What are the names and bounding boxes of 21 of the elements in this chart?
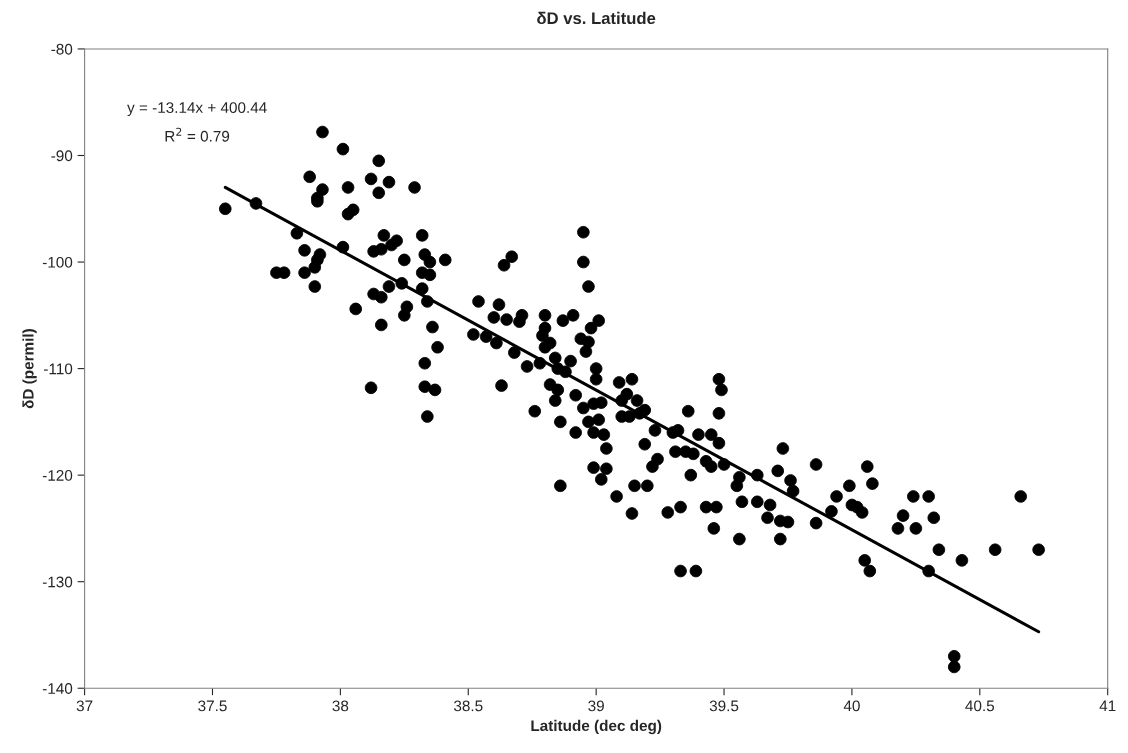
x-tick-label: 38.5	[453, 700, 483, 712]
x-tick-label: 37.5	[198, 700, 227, 712]
chart-title: δD vs. Latitude	[537, 11, 656, 25]
y-tick-label: -100	[42, 256, 73, 268]
x-tick-label: 37	[76, 700, 93, 712]
y-axis-title: δD (permil)	[22, 329, 37, 409]
annotation: R$^{2}$ = 0.79	[165, 127, 230, 142]
y-tick-label: -140	[42, 683, 73, 694]
annotation: y = -13.14x + 400.44	[127, 102, 267, 117]
x-tick-label: 40.5	[965, 700, 995, 712]
y-tick-label: -130	[42, 576, 73, 588]
y-tick-label: -110	[44, 363, 73, 375]
x-tick-label: 41	[1099, 700, 1116, 712]
y-tick-label: -120	[42, 470, 73, 481]
x-tick-label: 40	[843, 700, 860, 712]
x-tick-label: 39	[588, 700, 604, 712]
x-axis-title: Latitude (dec deg)	[531, 719, 662, 735]
y-tick-label: -90	[51, 150, 73, 162]
x-tick-label: 38	[332, 700, 349, 712]
x-tick-label: 39.5	[709, 700, 739, 712]
y-tick-label: -80	[51, 43, 73, 55]
